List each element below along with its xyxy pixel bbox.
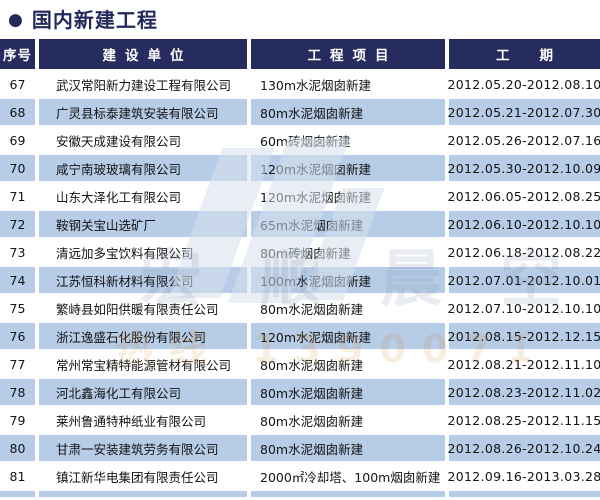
row-period: 2012.08.23-2012.11.02 <box>448 379 600 405</box>
row-project: 130m水泥烟囱新建 <box>251 71 445 97</box>
row-project: 120m水泥烟囱新建 <box>251 323 445 349</box>
row-construction-unit: 繁峙县如阳供暖有限责任公司 <box>39 295 247 321</box>
row-construction-unit: 广灵县标泰建筑安装有限公司 <box>39 99 247 125</box>
page-title: 国内新建工程 <box>31 8 158 32</box>
row-construction-unit: 甘肃一安装建筑劳务有限公司 <box>39 435 247 461</box>
row-construction-unit: 鞍钢关宝山选矿厂 <box>39 211 247 237</box>
projects-table: 序号 建设单位 工程项目 工期 67 武汉常阳新力建设工程有限公司 130m水泥… <box>0 39 600 497</box>
row-period: 2012.07.10-2012.10.10 <box>448 295 600 321</box>
partial-next-row-cell <box>449 491 600 497</box>
row-construction-unit: 江苏恒科新材料有限公司 <box>39 267 247 293</box>
partial-next-row-cell <box>39 491 247 497</box>
column-header-project: 工程项目 <box>251 39 445 69</box>
row-number: 67 <box>0 71 35 97</box>
column-header-no: 序号 <box>0 39 35 69</box>
row-period: 2012.06.05-2012.08.25 <box>448 183 600 209</box>
row-project: 80m水泥烟囱新建 <box>251 407 445 433</box>
row-project: 80m水泥烟囱新建 <box>251 379 445 405</box>
row-construction-unit: 浙江逸盛石化股份有限公司 <box>39 323 247 349</box>
row-construction-unit: 安徽天成建设有限公司 <box>39 127 247 153</box>
row-construction-unit: 镇江新华电集团有限责任公司 <box>39 463 247 489</box>
row-project: 80m水泥烟囱新建 <box>251 435 445 461</box>
row-project: 80m水泥烟囱新建 <box>251 99 445 125</box>
row-number: 78 <box>0 379 35 405</box>
row-number: 73 <box>0 239 35 265</box>
page-title-row: ● 国内新建工程 <box>0 0 600 39</box>
row-construction-unit: 河北鑫海化工有限公司 <box>39 379 247 405</box>
row-number: 71 <box>0 183 35 209</box>
row-period: 2012.08.21-2012.11.10 <box>448 351 600 377</box>
row-number: 72 <box>0 211 35 237</box>
row-construction-unit: 武汉常阳新力建设工程有限公司 <box>39 71 247 97</box>
row-period: 2012.08.15-2012.12.15 <box>448 323 600 349</box>
row-period: 2012.05.26-2012.07.16 <box>448 127 600 153</box>
row-project: 80m水泥烟囱新建 <box>251 295 445 321</box>
row-number: 80 <box>0 435 35 461</box>
row-number: 76 <box>0 323 35 349</box>
row-period: 2012.05.30-2012.10.09 <box>448 155 600 181</box>
row-period: 2012.05.20-2012.08.10 <box>448 71 600 97</box>
row-project: 80m砖烟囱新建 <box>251 239 445 265</box>
row-project: 60m砖烟囱新建 <box>251 127 445 153</box>
row-number: 69 <box>0 127 35 153</box>
row-construction-unit: 清远加多宝饮料有限公司 <box>39 239 247 265</box>
row-number: 70 <box>0 155 35 181</box>
row-period: 2012.09.16-2013.03.28 <box>448 463 600 489</box>
column-header-period: 工期 <box>449 39 600 69</box>
row-period: 2012.08.26-2012.10.24 <box>448 435 600 461</box>
row-number: 77 <box>0 351 35 377</box>
row-period: 2012.06.10-2012.10.10 <box>448 211 600 237</box>
row-project: 2000㎡冷却塔、100m烟囱新建 <box>251 463 445 489</box>
row-project: 100m水泥烟囱新建 <box>251 267 445 293</box>
row-project: 80m水泥烟囱新建 <box>251 351 445 377</box>
row-number: 74 <box>0 267 35 293</box>
row-construction-unit: 常州常宝精特能源管材有限公司 <box>39 351 247 377</box>
row-project: 120m水泥烟囱新建 <box>251 155 445 181</box>
row-period: 2012.06.18-2012.08.22 <box>448 239 600 265</box>
row-construction-unit: 莱州鲁通特种纸业有限公司 <box>39 407 247 433</box>
row-project: 120m水泥烟囱新建 <box>251 183 445 209</box>
row-construction-unit: 山东大泽化工有限公司 <box>39 183 247 209</box>
row-number: 68 <box>0 99 35 125</box>
row-number: 79 <box>0 407 35 433</box>
partial-next-row-cell <box>0 491 35 497</box>
bullet-icon: ● <box>8 9 23 30</box>
partial-next-row-cell <box>251 491 445 497</box>
row-construction-unit: 咸宁南玻玻璃有限公司 <box>39 155 247 181</box>
row-period: 2012.07.01-2012.10.01 <box>448 267 600 293</box>
row-number: 81 <box>0 463 35 489</box>
column-header-construction-unit: 建设单位 <box>39 39 247 69</box>
row-period: 2012.08.25-2012.11.15 <box>448 407 600 433</box>
row-number: 75 <box>0 295 35 321</box>
row-project: 65m水泥烟囱新建 <box>251 211 445 237</box>
row-period: 2012.05.21-2012.07.30 <box>448 99 600 125</box>
